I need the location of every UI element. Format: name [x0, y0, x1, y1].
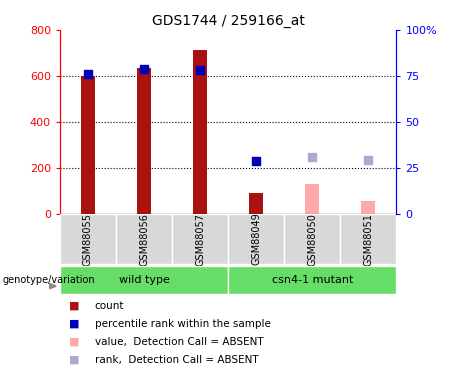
Text: GSM88049: GSM88049	[251, 213, 261, 266]
Point	[309, 154, 316, 160]
Point	[196, 67, 204, 73]
Bar	[116, 214, 172, 264]
Bar	[60, 214, 116, 264]
Text: GSM88050: GSM88050	[307, 213, 317, 266]
Bar	[137, 68, 151, 214]
Text: percentile rank within the sample: percentile rank within the sample	[95, 319, 271, 328]
Text: genotype/variation: genotype/variation	[2, 275, 95, 285]
Bar	[361, 201, 375, 214]
Bar	[284, 214, 340, 264]
Text: count: count	[95, 301, 124, 310]
Text: csn4-1 mutant: csn4-1 mutant	[272, 275, 353, 285]
Point	[84, 70, 92, 76]
Bar	[305, 184, 319, 214]
Bar	[60, 266, 228, 294]
Title: GDS1744 / 259166_at: GDS1744 / 259166_at	[152, 13, 305, 28]
Bar	[228, 266, 396, 294]
Polygon shape	[50, 284, 56, 289]
Text: GSM88057: GSM88057	[195, 213, 205, 266]
Text: GSM88055: GSM88055	[83, 213, 93, 266]
Text: rank,  Detection Call = ABSENT: rank, Detection Call = ABSENT	[95, 355, 258, 364]
Bar	[193, 50, 207, 214]
Text: GSM88056: GSM88056	[139, 213, 149, 266]
Text: ■: ■	[69, 337, 80, 346]
Bar	[172, 214, 228, 264]
Point	[253, 158, 260, 164]
Bar	[340, 214, 396, 264]
Text: value,  Detection Call = ABSENT: value, Detection Call = ABSENT	[95, 337, 263, 346]
Text: ■: ■	[69, 355, 80, 364]
Point	[140, 66, 148, 72]
Point	[365, 157, 372, 163]
Text: ■: ■	[69, 319, 80, 328]
Text: ■: ■	[69, 301, 80, 310]
Text: GSM88051: GSM88051	[363, 213, 373, 266]
Bar	[249, 193, 263, 214]
Bar	[228, 214, 284, 264]
Text: wild type: wild type	[118, 275, 170, 285]
Bar	[81, 76, 95, 214]
